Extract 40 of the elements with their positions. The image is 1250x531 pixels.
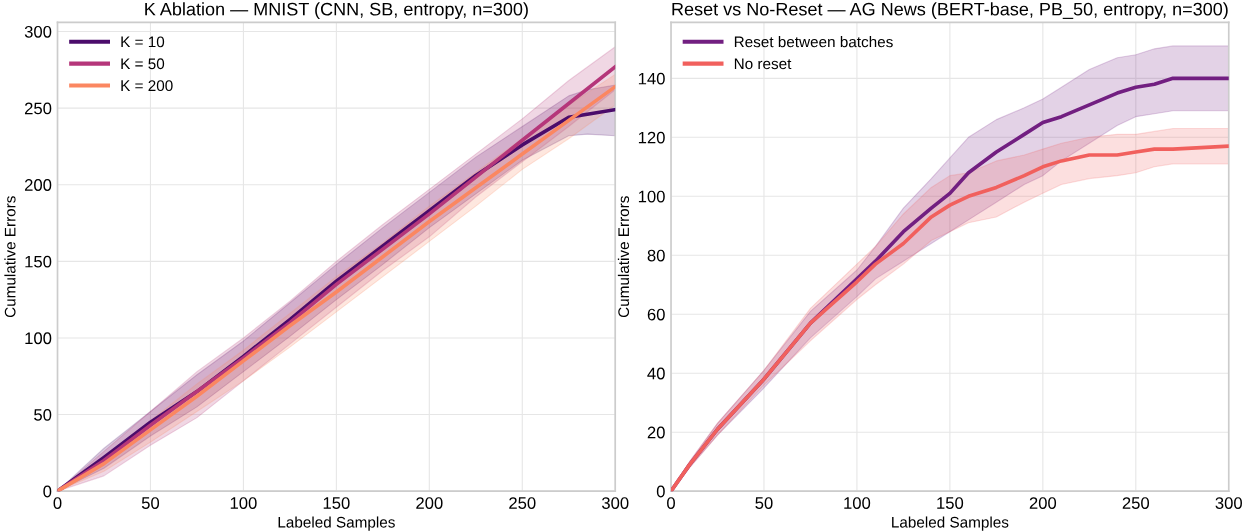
y-tick-label: 80 (647, 249, 665, 262)
x-tick-label: 150 (323, 497, 350, 509)
y-tick-label: 300 (24, 25, 52, 38)
y-tick-label: 40 (647, 367, 665, 380)
x-tick-label: 300 (1215, 497, 1242, 509)
y-tick-label: 0 (43, 485, 52, 498)
y-tick-label: 250 (24, 102, 52, 115)
chart-title: Reset vs No-Reset — AG News (BERT-base, PB_50, entropy, n=300) (672, 2, 1228, 20)
legend-label: K = 50 (121, 58, 165, 70)
x-tick-label: 100 (844, 497, 871, 509)
y-tick-label: 100 (25, 332, 52, 345)
x-tick-label: 50 (755, 497, 773, 509)
x-axis-title: Labeled Samples (278, 516, 395, 531)
x-tick-label: 0 (667, 497, 675, 509)
y-tick-label: 60 (647, 308, 665, 321)
x-tick-label: 200 (416, 497, 443, 509)
y-tick-label: 150 (25, 255, 52, 268)
x-tick-label: 200 (1029, 497, 1057, 509)
x-tick-label: 250 (509, 497, 536, 509)
y-axis-title: Cumulative Errors (617, 196, 630, 318)
x-axis-title: Labeled Samples (892, 516, 1009, 531)
y-tick-label: 0 (656, 485, 665, 498)
x-tick-label: 250 (1122, 497, 1150, 509)
legend-label: K = 10 (121, 36, 165, 48)
y-tick-label: 50 (34, 408, 52, 421)
legend-label: No reset (734, 58, 792, 70)
y-tick-label: 120 (638, 131, 665, 144)
x-tick-label: 100 (230, 497, 257, 509)
y-axis-title: Cumulative Errors (4, 196, 16, 318)
chart-title: K Ablation — MNIST (CNN, SB, entropy, n=300) (145, 2, 528, 20)
x-tick-label: 50 (141, 497, 160, 509)
x-tick-label: 150 (937, 497, 964, 509)
y-tick-label: 20 (647, 426, 665, 439)
legend-label: K = 200 (121, 80, 173, 92)
y-tick-label: 140 (638, 72, 665, 85)
x-tick-label: 300 (601, 497, 629, 509)
y-tick-label: 100 (638, 190, 665, 203)
x-tick-label: 0 (53, 497, 62, 509)
y-tick-label: 200 (24, 179, 52, 191)
legend-label: Reset between batches (734, 36, 893, 48)
